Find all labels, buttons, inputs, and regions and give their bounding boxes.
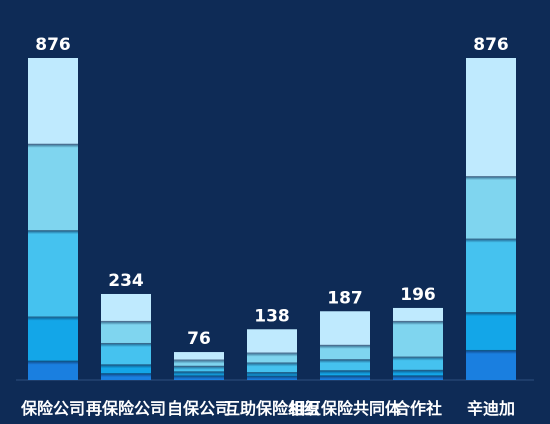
bar-segment-separator bbox=[466, 312, 516, 317]
bar-segment-separator bbox=[393, 369, 443, 374]
bar-value-label: 187 bbox=[327, 288, 363, 308]
bar-segment bbox=[247, 363, 297, 374]
bar-segment-separator bbox=[466, 238, 516, 243]
category-tick-label: 保险公司 bbox=[20, 399, 85, 418]
bar-segment bbox=[393, 357, 443, 371]
bar-segment bbox=[466, 58, 516, 178]
bar-segment bbox=[466, 239, 516, 314]
category-tick-label: 辛迪加 bbox=[467, 399, 515, 418]
bar-segment-separator bbox=[393, 375, 443, 380]
bar-segment-separator bbox=[28, 316, 78, 321]
bar-segment-separator bbox=[320, 344, 370, 349]
bar-segment bbox=[28, 58, 78, 145]
bar-segment bbox=[101, 293, 151, 322]
bars bbox=[28, 58, 516, 380]
category-tick-label: 相互保险共同体 bbox=[289, 399, 402, 418]
bar-segment-separator bbox=[393, 320, 443, 325]
bar-segment bbox=[466, 177, 516, 240]
bar-segment-separator bbox=[28, 360, 78, 365]
bar-segment bbox=[28, 144, 78, 232]
bar-segment bbox=[393, 307, 443, 322]
bar-segment bbox=[174, 360, 224, 367]
bar-segment-separator bbox=[247, 362, 297, 367]
bar-segment-separator bbox=[101, 373, 151, 378]
value-labels: 876 234 76 138 187 196 876 bbox=[35, 35, 509, 349]
bar-segment-separator bbox=[393, 356, 443, 361]
bar-segment bbox=[101, 343, 151, 366]
bar-segment bbox=[28, 231, 78, 318]
bar-segment bbox=[393, 321, 443, 358]
bar-value-label: 196 bbox=[400, 285, 436, 305]
bar-segment bbox=[320, 311, 370, 346]
bar-segment bbox=[247, 329, 297, 354]
bar-segment-separator bbox=[247, 375, 297, 380]
bar-segment-separator bbox=[174, 365, 224, 370]
bar-segment bbox=[466, 313, 516, 351]
bar-value-label: 876 bbox=[35, 35, 71, 55]
bar-segment bbox=[247, 353, 297, 364]
bar-segment bbox=[320, 345, 370, 361]
category-tick-label: 再保险公司 bbox=[86, 399, 166, 418]
bar-segment-separator bbox=[320, 375, 370, 380]
bar-segment-separator bbox=[247, 372, 297, 377]
bar-segment-separator bbox=[320, 370, 370, 375]
category-tick-label: 自保公司 bbox=[167, 399, 231, 418]
bar-segment bbox=[101, 365, 151, 375]
bar-segment-separator bbox=[320, 359, 370, 364]
bar-value-label: 138 bbox=[254, 306, 290, 326]
bar-segment-separator bbox=[28, 143, 78, 148]
bar-segment-separator bbox=[101, 342, 151, 347]
bar-segment-separator bbox=[174, 371, 224, 376]
bar-segment-separator bbox=[247, 352, 297, 357]
bar-segment bbox=[466, 350, 516, 380]
bar-segment bbox=[174, 352, 224, 361]
bar-segment bbox=[101, 321, 151, 344]
bar-segment bbox=[28, 361, 78, 380]
bar-value-label: 876 bbox=[473, 35, 509, 55]
bar-segment-separator bbox=[466, 176, 516, 181]
bar-segment bbox=[320, 360, 370, 372]
bar-segment-separator bbox=[174, 375, 224, 380]
category-tick-label: 互助保险组织 bbox=[224, 399, 320, 418]
bar-segment-separator bbox=[101, 320, 151, 325]
bar-segment bbox=[28, 317, 78, 362]
bar-segment-separator bbox=[101, 364, 151, 369]
bar-segment-separator bbox=[174, 359, 224, 364]
bar-value-label: 234 bbox=[108, 271, 144, 291]
bar-value-label: 76 bbox=[187, 329, 211, 349]
bar-segment-separator bbox=[28, 230, 78, 235]
category-tick-label: 合作社 bbox=[394, 399, 442, 418]
bar-segment-separator bbox=[466, 349, 516, 354]
